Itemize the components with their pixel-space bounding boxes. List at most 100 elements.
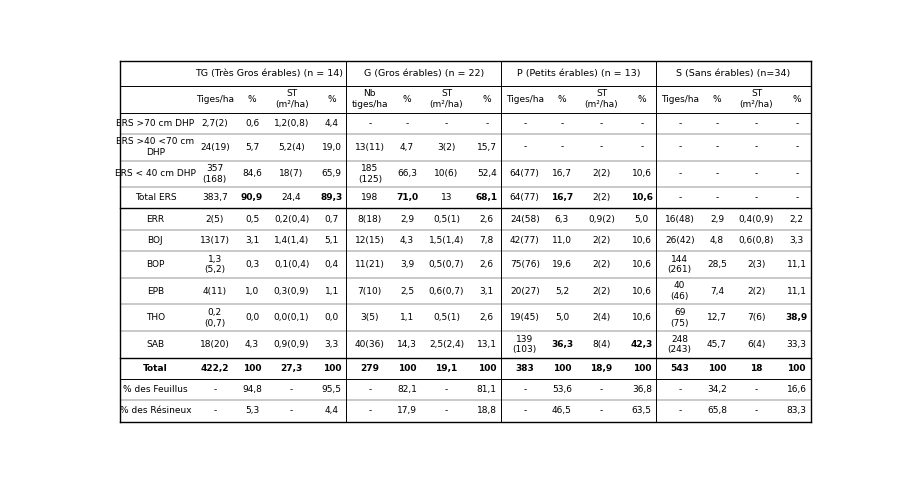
Text: % des Feuillus: % des Feuillus	[123, 385, 188, 394]
Text: 53,6: 53,6	[552, 385, 572, 394]
Text: 144
(261): 144 (261)	[667, 255, 692, 274]
Text: 1,4(1,4): 1,4(1,4)	[274, 236, 310, 245]
Text: -: -	[290, 385, 293, 394]
Text: 11(21): 11(21)	[355, 260, 385, 269]
Text: 10,6: 10,6	[632, 169, 652, 178]
Text: 0,2(0,4): 0,2(0,4)	[274, 215, 310, 224]
Text: -: -	[523, 385, 527, 394]
Text: 3,9: 3,9	[400, 260, 414, 269]
Text: 19,0: 19,0	[321, 142, 341, 152]
Text: SAB: SAB	[146, 340, 164, 349]
Text: 0,7: 0,7	[325, 215, 339, 224]
Text: 10(6): 10(6)	[434, 169, 459, 178]
Text: 0,4: 0,4	[325, 260, 339, 269]
Text: 5,3: 5,3	[245, 406, 259, 415]
Text: 543: 543	[670, 364, 689, 373]
Text: 7(10): 7(10)	[358, 286, 382, 295]
Text: Tiges/ha: Tiges/ha	[196, 95, 234, 104]
Text: 14,3: 14,3	[397, 340, 417, 349]
Text: 7(6): 7(6)	[747, 313, 765, 322]
Text: 198: 198	[361, 194, 379, 202]
Text: 45,7: 45,7	[707, 340, 727, 349]
Text: 24,4: 24,4	[281, 194, 301, 202]
Text: 52,4: 52,4	[477, 169, 497, 178]
Text: 2(2): 2(2)	[747, 286, 765, 295]
Text: -: -	[213, 406, 216, 415]
Text: 185
(125): 185 (125)	[358, 164, 382, 184]
Text: 42(77): 42(77)	[510, 236, 539, 245]
Text: 16,6: 16,6	[786, 385, 806, 394]
Text: 18(20): 18(20)	[200, 340, 230, 349]
Text: 12(15): 12(15)	[355, 236, 385, 245]
Text: 71,0: 71,0	[396, 194, 418, 202]
Text: 0,6(0,7): 0,6(0,7)	[429, 286, 464, 295]
Text: Tiges/ha: Tiges/ha	[506, 95, 544, 104]
Text: -: -	[755, 119, 758, 128]
Text: 16,7: 16,7	[551, 194, 573, 202]
Text: Total: Total	[143, 364, 168, 373]
Text: 2(2): 2(2)	[592, 194, 610, 202]
Text: 18(7): 18(7)	[280, 169, 303, 178]
Text: -: -	[678, 119, 681, 128]
Text: %: %	[248, 95, 256, 104]
Text: -: -	[716, 169, 718, 178]
Text: -: -	[369, 385, 371, 394]
Text: 69
(75): 69 (75)	[670, 308, 689, 327]
Text: 0,3(0,9): 0,3(0,9)	[274, 286, 310, 295]
Text: -: -	[560, 119, 564, 128]
Text: 2(5): 2(5)	[206, 215, 224, 224]
Text: 357
(168): 357 (168)	[202, 164, 227, 184]
Text: 0,5(1): 0,5(1)	[433, 313, 460, 322]
Text: -: -	[600, 385, 603, 394]
Text: 10,6: 10,6	[631, 194, 653, 202]
Text: 24(19): 24(19)	[200, 142, 230, 152]
Text: 0,0(0,1): 0,0(0,1)	[274, 313, 310, 322]
Text: -: -	[755, 169, 758, 178]
Text: 139
(103): 139 (103)	[513, 335, 537, 354]
Text: 84,6: 84,6	[242, 169, 262, 178]
Text: -: -	[678, 142, 681, 152]
Text: -: -	[445, 385, 449, 394]
Text: ERS < 40 cm DHP: ERS < 40 cm DHP	[115, 169, 196, 178]
Text: -: -	[523, 119, 527, 128]
Text: 100: 100	[398, 364, 416, 373]
Text: -: -	[795, 119, 798, 128]
Text: 3,1: 3,1	[245, 236, 259, 245]
Text: 11,0: 11,0	[552, 236, 572, 245]
Text: 4,7: 4,7	[400, 142, 414, 152]
Text: 16,7: 16,7	[552, 169, 572, 178]
Text: 279: 279	[360, 364, 380, 373]
Text: 19(45): 19(45)	[510, 313, 539, 322]
Text: 4,8: 4,8	[710, 236, 724, 245]
Text: -: -	[445, 406, 449, 415]
Text: 66,3: 66,3	[397, 169, 417, 178]
Text: 0,0: 0,0	[325, 313, 339, 322]
Text: -: -	[600, 119, 603, 128]
Text: 8(18): 8(18)	[358, 215, 382, 224]
Text: 94,8: 94,8	[242, 385, 262, 394]
Text: 13(17): 13(17)	[200, 236, 230, 245]
Text: 0,2
(0,7): 0,2 (0,7)	[204, 308, 225, 327]
Text: 8(4): 8(4)	[592, 340, 611, 349]
Text: % des Résineux: % des Résineux	[120, 406, 192, 415]
Text: -: -	[755, 194, 758, 202]
Text: 0,5(1): 0,5(1)	[433, 215, 460, 224]
Text: -: -	[600, 406, 603, 415]
Text: 40(36): 40(36)	[355, 340, 385, 349]
Text: -: -	[795, 142, 798, 152]
Text: 2(2): 2(2)	[592, 286, 610, 295]
Text: 3(2): 3(2)	[438, 142, 456, 152]
Text: 5,1: 5,1	[325, 236, 339, 245]
Text: 248
(243): 248 (243)	[667, 335, 692, 354]
Text: 0,1(0,4): 0,1(0,4)	[274, 260, 310, 269]
Text: 4(11): 4(11)	[202, 286, 227, 295]
Text: ST
(m²/ha): ST (m²/ha)	[585, 89, 618, 109]
Text: %: %	[403, 95, 411, 104]
Text: 0,4(0,9): 0,4(0,9)	[739, 215, 775, 224]
Text: 10,6: 10,6	[632, 236, 652, 245]
Text: 1,1: 1,1	[400, 313, 414, 322]
Text: P (Petits érables) (n = 13): P (Petits érables) (n = 13)	[517, 69, 640, 78]
Text: 16(48): 16(48)	[665, 215, 695, 224]
Text: 0,6(0,8): 0,6(0,8)	[739, 236, 775, 245]
Text: 13(11): 13(11)	[355, 142, 385, 152]
